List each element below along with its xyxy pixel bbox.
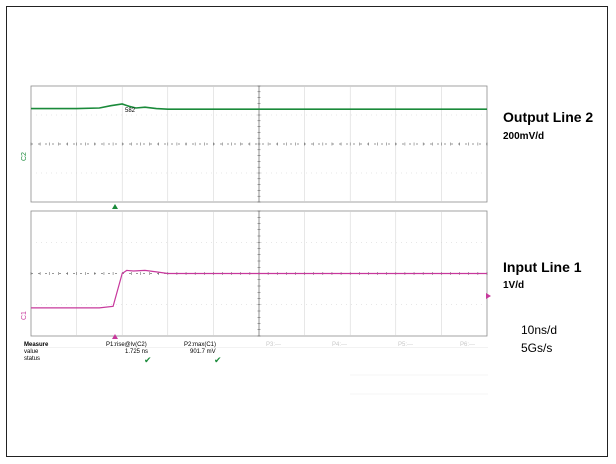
sample-rate: 5Gs/s xyxy=(521,341,553,355)
input-channel-scale: 1V/d xyxy=(503,280,525,291)
measure-p6-name: P6:--- xyxy=(460,342,475,348)
input-channel-title: Input Line 1 xyxy=(503,259,582,275)
measure-p5-name: P5:--- xyxy=(398,342,413,348)
measure-row-label: value xyxy=(24,349,39,355)
input-trigger-marker xyxy=(112,334,118,339)
measure-p1-name: P1:rise@lv(C2) xyxy=(106,342,147,348)
measure-p3-name: P3:--- xyxy=(266,342,281,348)
measure-p1-value: 1.725 ns xyxy=(125,349,148,355)
output-ref-marker: C2 xyxy=(21,152,28,161)
output-grid xyxy=(30,85,488,203)
output-annotation: 582 xyxy=(125,108,136,114)
input-trace xyxy=(31,269,487,309)
measure-p4-name: P4:--- xyxy=(332,342,347,348)
time-per-division: 10ns/d xyxy=(521,323,558,337)
input-ref-marker: C1 xyxy=(21,311,28,320)
output-channel-scale: 200mV/d xyxy=(503,131,545,142)
measure-p1-status: ✔ xyxy=(144,355,152,365)
output-trace xyxy=(31,103,487,110)
measure-p2-name: P2:max(C1) xyxy=(184,342,216,348)
output-channel-title: Output Line 2 xyxy=(503,109,594,125)
measure-row-label: status xyxy=(24,356,40,362)
measure-table: Measure value status P1:rise@lv(C2) 1.72… xyxy=(24,342,475,365)
output-trigger-marker xyxy=(112,204,118,209)
input-level-marker xyxy=(486,293,491,299)
measure-row-label: Measure xyxy=(24,342,49,348)
measure-p2-value: 901.7 mV xyxy=(190,349,216,355)
measure-p2-status: ✔ xyxy=(214,355,222,365)
figure-frame xyxy=(6,6,608,457)
